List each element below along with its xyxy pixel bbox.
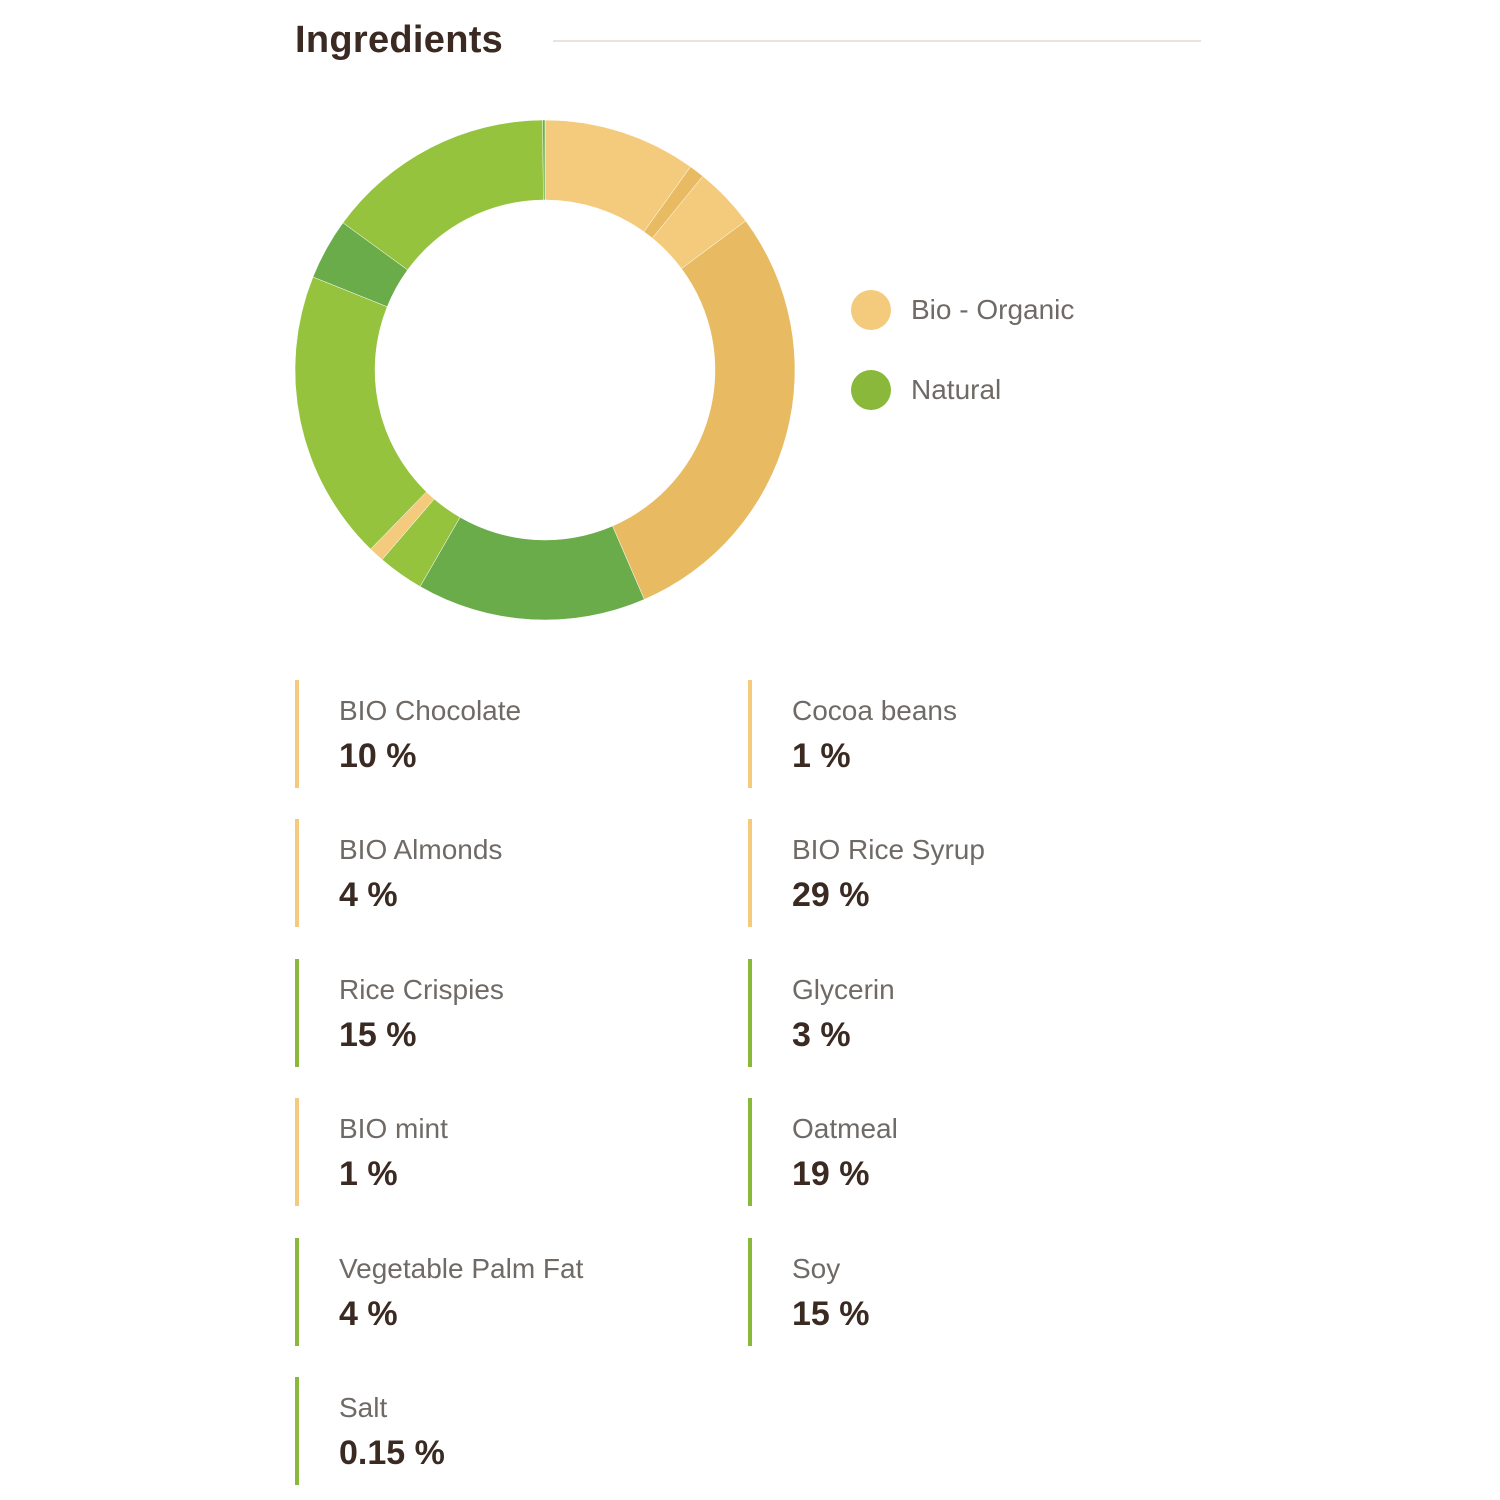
ingredient-percent: 4 % xyxy=(339,1295,398,1333)
donut-slice-soy[interactable] xyxy=(419,516,645,620)
ingredient-item: BIO Chocolate 10 % xyxy=(295,680,715,788)
ingredients-list: BIO Chocolate 10 % Cocoa beans 1 % BIO A… xyxy=(295,680,1201,1490)
ingredient-item: BIO Almonds 4 % xyxy=(295,819,715,927)
donut-slice-salt[interactable] xyxy=(542,120,546,201)
legend-item-bio-organic[interactable]: Bio - Organic xyxy=(851,290,1211,330)
ingredient-item: BIO Rice Syrup 29 % xyxy=(748,819,1168,927)
ingredient-item: Cocoa beans 1 % xyxy=(748,680,1168,788)
ingredient-name: Salt xyxy=(339,1392,388,1423)
ingredient-item: Soy 15 % xyxy=(748,1238,1168,1346)
page-title: Ingredients xyxy=(295,19,504,61)
ingredient-item: BIO mint 1 % xyxy=(295,1098,715,1206)
ingredient-percent: 1 % xyxy=(792,737,851,775)
donut-slice-bio-rice-syrup[interactable] xyxy=(612,220,795,600)
legend-swatch-natural xyxy=(851,370,891,410)
ingredient-name: Cocoa beans xyxy=(792,695,958,726)
ingredient-name: Oatmeal xyxy=(792,1113,898,1144)
ingredient-item: Rice Crispies 15 % xyxy=(295,959,715,1067)
ingredient-item: Salt 0.15 % xyxy=(295,1377,715,1485)
ingredient-item: Oatmeal 19 % xyxy=(748,1098,1168,1206)
legend-swatch-bio-organic xyxy=(851,290,891,330)
ingredient-percent: 10 % xyxy=(339,737,417,775)
donut-slice-oatmeal[interactable] xyxy=(295,276,427,550)
ingredient-name: Glycerin xyxy=(792,974,895,1005)
ingredient-percent: 15 % xyxy=(339,1016,417,1054)
ingredient-percent: 4 % xyxy=(339,876,398,914)
ingredient-percent: 15 % xyxy=(792,1295,870,1333)
ingredients-donut-chart xyxy=(295,120,795,620)
ingredient-item: Glycerin 3 % xyxy=(748,959,1168,1067)
ingredient-percent: 3 % xyxy=(792,1016,851,1054)
ingredient-name: BIO Chocolate xyxy=(339,695,522,726)
ingredient-percent: 0.15 % xyxy=(339,1434,445,1472)
ingredient-percent: 29 % xyxy=(792,876,870,914)
ingredient-name: Vegetable Palm Fat xyxy=(339,1253,584,1284)
legend-item-natural[interactable]: Natural xyxy=(851,370,1211,410)
ingredient-name: Rice Crispies xyxy=(339,974,504,1005)
ingredient-name: BIO mint xyxy=(339,1113,448,1144)
ingredient-name: BIO Almonds xyxy=(339,834,503,865)
ingredient-item: Vegetable Palm Fat 4 % xyxy=(295,1238,715,1346)
ingredient-name: BIO Rice Syrup xyxy=(792,834,985,865)
legend-label: Natural xyxy=(911,374,1002,405)
ingredient-name: Soy xyxy=(792,1253,841,1284)
legend-label: Bio - Organic xyxy=(911,294,1075,325)
ingredient-percent: 1 % xyxy=(339,1155,398,1193)
title-divider xyxy=(553,40,1201,42)
ingredient-percent: 19 % xyxy=(792,1155,870,1193)
